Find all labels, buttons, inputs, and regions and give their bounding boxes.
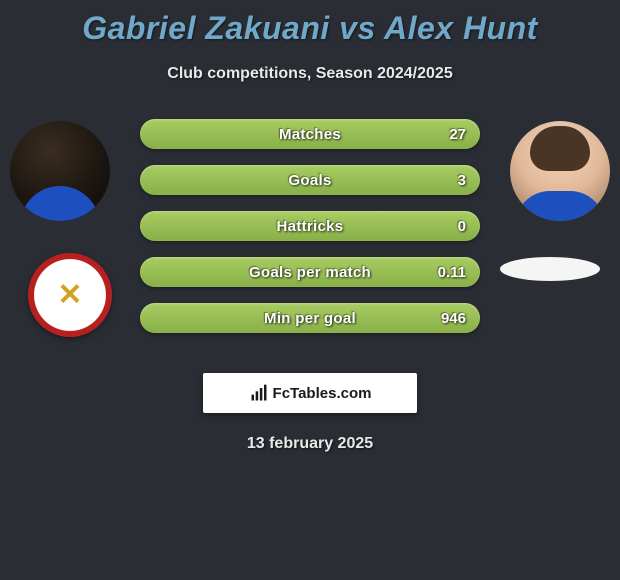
player-right-avatar [510, 121, 610, 221]
stat-value: 27 [449, 126, 466, 143]
stat-label: Goals [288, 172, 331, 189]
stat-row: Min per goal 946 [140, 303, 480, 333]
club-badge-left [28, 253, 112, 337]
stat-row: Goals 3 [140, 165, 480, 195]
stat-label: Matches [279, 126, 341, 143]
comparison-card: Gabriel Zakuani vs Alex Hunt Club compet… [0, 0, 620, 453]
stat-value: 0 [458, 218, 466, 235]
stat-value: 946 [441, 310, 466, 327]
main-area: Matches 27 Goals 3 Hattricks 0 Goals per… [0, 113, 620, 373]
brand-logo-box[interactable]: FcTables.com [203, 373, 417, 413]
stats-list: Matches 27 Goals 3 Hattricks 0 Goals per… [140, 119, 480, 349]
stat-label: Hattricks [277, 218, 344, 235]
brand-logo: FcTables.com [249, 383, 372, 403]
subtitle: Club competitions, Season 2024/2025 [0, 65, 620, 83]
brand-text: FcTables.com [273, 385, 372, 402]
stat-label: Goals per match [249, 264, 371, 281]
page-title: Gabriel Zakuani vs Alex Hunt [0, 0, 620, 47]
player-left-avatar [10, 121, 110, 221]
chart-icon [249, 383, 269, 403]
club-badge-right [500, 257, 600, 281]
stat-row: Hattricks 0 [140, 211, 480, 241]
date-label: 13 february 2025 [0, 435, 620, 453]
stat-row: Matches 27 [140, 119, 480, 149]
stat-value: 0.11 [438, 264, 466, 281]
stat-value: 3 [458, 172, 466, 189]
stat-row: Goals per match 0.11 [140, 257, 480, 287]
stat-label: Min per goal [264, 310, 356, 327]
